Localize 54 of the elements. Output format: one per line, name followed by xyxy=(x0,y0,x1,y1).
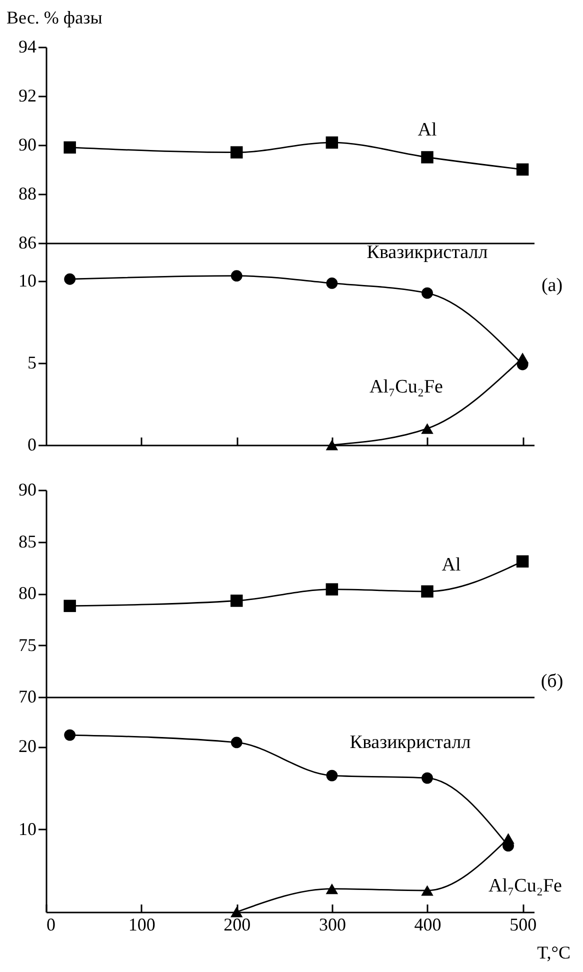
point xyxy=(516,163,529,176)
point xyxy=(326,278,338,289)
series-label: Al₇Cu₂Fe xyxy=(370,376,443,398)
x-tick-label: 400 xyxy=(414,914,442,934)
point xyxy=(230,146,243,158)
point xyxy=(422,287,433,299)
point xyxy=(64,729,76,741)
y-tick-label: 70 xyxy=(18,686,36,706)
y-tick-label: 90 xyxy=(18,480,36,500)
series-label: Квазикристалл xyxy=(350,732,472,754)
series-label: Квазикристалл xyxy=(366,242,488,264)
point xyxy=(64,600,76,612)
y-tick-label: 90 xyxy=(18,134,36,154)
series-label: Al₇Cu₂Fe xyxy=(488,876,562,896)
y-tick-label: 88 xyxy=(18,184,36,204)
y-tick-label: 94 xyxy=(18,36,36,56)
point xyxy=(326,770,338,782)
text: (a) xyxy=(541,275,563,296)
y-tick-label: 10 xyxy=(18,270,36,290)
point xyxy=(230,736,242,748)
point xyxy=(326,136,338,149)
point xyxy=(422,772,433,784)
x-tick-label: 300 xyxy=(318,914,346,934)
x-tick-label: 0 xyxy=(46,914,56,934)
y-tick-label: 75 xyxy=(18,634,36,655)
point xyxy=(326,583,338,596)
y-tick-label: 5 xyxy=(28,352,36,372)
text: (б) xyxy=(540,671,564,692)
point xyxy=(64,273,76,285)
y-tick-label: 10 xyxy=(18,818,36,839)
point xyxy=(516,555,529,568)
x-axis-title: T,°C xyxy=(537,942,570,962)
series-label: Al xyxy=(442,554,461,576)
y-axis-title: Вес. % фазы xyxy=(6,8,102,28)
point xyxy=(421,423,434,434)
x-tick-label: 100 xyxy=(128,914,156,934)
x-tick-label: 500 xyxy=(510,914,537,934)
point xyxy=(502,833,514,844)
x-tick-label: 200 xyxy=(224,914,251,934)
point xyxy=(516,352,529,364)
y-tick-label: 86 xyxy=(18,232,36,252)
point xyxy=(230,594,243,607)
point xyxy=(421,151,434,164)
point xyxy=(230,270,242,282)
point xyxy=(64,141,76,154)
y-tick-label: 0 xyxy=(28,434,36,454)
y-tick-label: 80 xyxy=(18,583,36,603)
y-tick-label: 85 xyxy=(18,531,36,552)
point xyxy=(421,885,434,896)
y-tick-label: 92 xyxy=(18,86,36,106)
series-label: Al xyxy=(418,119,437,140)
point xyxy=(326,884,338,894)
y-tick-label: 20 xyxy=(18,736,36,756)
point xyxy=(421,585,434,598)
